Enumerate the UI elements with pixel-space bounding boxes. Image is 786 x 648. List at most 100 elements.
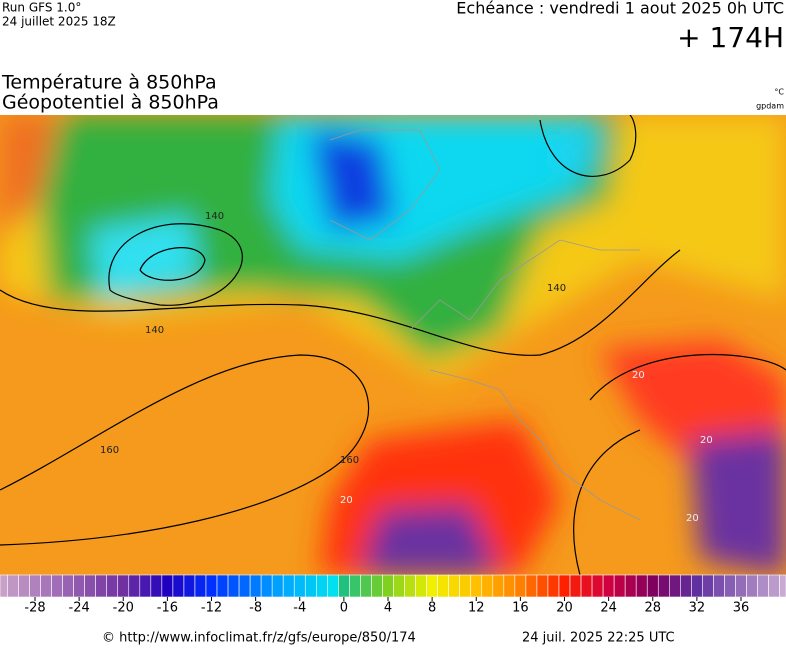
colorbar-swatch <box>558 574 571 598</box>
colorbar-swatch <box>448 574 461 598</box>
colorbar-swatch <box>216 574 229 598</box>
colorbar-tick-label: 4 <box>384 601 392 616</box>
valid-time: Echéance : vendredi 1 aout 2025 0h UTC <box>456 0 784 18</box>
colorbar-swatch <box>768 574 780 598</box>
colorbar-swatch <box>327 574 339 598</box>
colorbar-swatch <box>492 574 505 598</box>
colorbar-swatch <box>304 574 317 598</box>
colorbar-tick-label: -24 <box>69 601 90 616</box>
colorbar-swatch <box>40 574 52 598</box>
colorbar-swatch <box>62 574 74 598</box>
colorbar-swatch <box>150 574 163 598</box>
colorbar-swatch <box>382 574 394 598</box>
colorbar-swatch <box>95 574 108 598</box>
contour-label: 160 <box>100 445 119 456</box>
colorbar-swatch <box>415 574 427 598</box>
colorbar-swatch <box>393 574 405 598</box>
colorbar-swatch <box>238 574 251 598</box>
colorbar-swatch <box>249 574 262 598</box>
unit-geopotential: gpdam <box>756 102 784 111</box>
generated-time: 24 juil. 2025 22:25 UTC <box>522 631 675 646</box>
colorbar-swatch <box>580 574 593 598</box>
colorbar-swatch <box>0 574 8 598</box>
colorbar-swatch <box>779 574 786 598</box>
colorbar-swatch <box>569 574 582 598</box>
colorbar-swatch <box>536 574 549 598</box>
colorbar-swatch <box>282 574 295 598</box>
colorbar-tick-label: -8 <box>249 601 262 616</box>
colorbar-tick-label: -28 <box>24 601 45 616</box>
colorbar-swatch <box>757 574 769 598</box>
title-geopotential: Géopotentiel à 850hPa <box>2 92 219 114</box>
isotherm-label: 20 <box>686 513 699 524</box>
colorbar-swatch <box>514 574 527 598</box>
colorbar-swatch <box>84 574 96 598</box>
colorbar-swatch <box>680 574 692 598</box>
colorbar-tick-label: 36 <box>733 601 750 616</box>
isotherm-label: 20 <box>340 495 353 506</box>
contours <box>0 115 786 575</box>
run-date: 24 juillet 2025 18Z <box>2 15 116 29</box>
colorbar-swatch <box>668 574 681 598</box>
colorbar-swatch <box>459 574 472 598</box>
colorbar-swatch <box>470 574 483 598</box>
colorbar-swatch <box>194 574 207 598</box>
colorbar-swatch <box>73 574 85 598</box>
colorbar-swatch <box>404 574 416 598</box>
isotherm-label: 20 <box>632 370 645 381</box>
colorbar-swatch <box>437 574 449 598</box>
colorbar-swatch <box>635 574 648 598</box>
contour-label: 140 <box>547 283 566 294</box>
unit-temperature: °C <box>774 88 784 97</box>
colorbar-swatch <box>426 574 438 598</box>
colorbar-swatch <box>205 574 218 598</box>
colorbar-swatch <box>260 574 273 598</box>
colorbar-tick-label: -16 <box>157 601 178 616</box>
contour-label: 160 <box>340 455 359 466</box>
colorbar: -28 -24 -20 -16 -12 -8 -4 0 4 8 12 16 20 24 28 32 36 <box>0 574 786 616</box>
colorbar-swatch <box>349 574 361 598</box>
colorbar-tick-label: -20 <box>113 601 134 616</box>
colorbar-swatch <box>360 574 372 598</box>
coastlines <box>329 129 641 521</box>
lead-time: + 174H <box>677 21 784 54</box>
colorbar-swatch <box>657 574 670 598</box>
colorbar-swatch <box>227 574 240 598</box>
colorbar-swatch <box>624 574 637 598</box>
colorbar-swatch <box>51 574 63 598</box>
colorbar-swatch <box>371 574 383 598</box>
colorbar-swatch <box>172 574 185 598</box>
isotherm-label: 20 <box>700 435 713 446</box>
contour-label: 140 <box>205 211 224 222</box>
colorbar-tick-label: 12 <box>468 601 485 616</box>
colorbar-swatch <box>646 574 659 598</box>
colorbar-swatch <box>29 574 41 598</box>
colorbar-swatch <box>315 574 328 598</box>
source-url: © http://www.infoclimat.fr/z/gfs/europe/… <box>102 631 416 646</box>
colorbar-swatch <box>702 574 714 598</box>
colorbar-swatch <box>713 574 725 598</box>
colorbar-swatch <box>613 574 626 598</box>
run-label: Run GFS 1.0° <box>2 1 81 15</box>
map: 140 140 140 160 160 20 20 20 20 <box>0 115 786 575</box>
colorbar-tick-label: 20 <box>556 601 573 616</box>
colorbar-swatch <box>139 574 152 598</box>
colorbar-swatch <box>7 574 19 598</box>
colorbar-tick-label: 28 <box>644 601 661 616</box>
colorbar-swatch <box>293 574 306 598</box>
colorbar-swatch <box>18 574 30 598</box>
colorbar-swatch <box>183 574 196 598</box>
colorbar-swatch <box>481 574 494 598</box>
colorbar-swatch <box>117 574 130 598</box>
colorbar-swatch <box>547 574 560 598</box>
colorbar-tick-label: -4 <box>293 601 306 616</box>
colorbar-tick-label: 16 <box>512 601 529 616</box>
colorbar-swatch <box>503 574 516 598</box>
colorbar-tick-label: -12 <box>201 601 222 616</box>
colorbar-swatch <box>128 574 141 598</box>
colorbar-swatch <box>724 574 736 598</box>
contour-label: 140 <box>145 325 164 336</box>
colorbar-swatch <box>525 574 538 598</box>
colorbar-swatch <box>602 574 615 598</box>
